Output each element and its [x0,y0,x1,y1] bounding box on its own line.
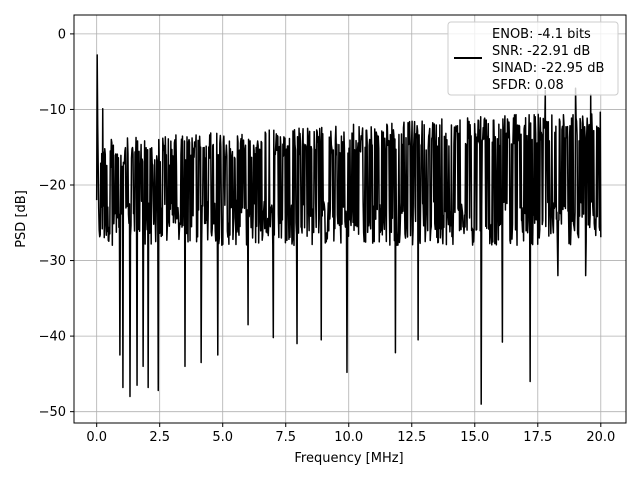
x-axis-ticks: 0.0 2.5 5.0 7.5 10.0 12.5 15.0 17.5 20.0 [86,423,615,445]
legend-sinad: SINAD: -22.95 dB [492,61,604,76]
psd-series-line [95,54,602,405]
y-tick-label: −10 [39,103,66,118]
legend-box [447,21,619,96]
legend-enob: ENOB: -4.1 bits [492,27,591,42]
y-tick-label: −20 [39,179,66,194]
y-tick-label: 0 [58,27,66,42]
legend-snr: SNR: -22.91 dB [492,44,590,59]
x-tick-label: 15.0 [460,430,489,445]
x-tick-label: 12.5 [397,430,426,445]
x-tick-label: 0.0 [86,430,107,445]
x-tick-label: 17.5 [523,430,552,445]
x-tick-label: 7.5 [275,430,296,445]
x-axis-label: Frequency [MHz] [294,451,403,466]
y-axis-ticks: 0 −10 −20 −30 −40 −50 [39,27,74,420]
psd-trace [95,54,602,405]
x-tick-label: 2.5 [149,430,170,445]
x-tick-label: 10.0 [334,430,363,445]
x-tick-label: 20.0 [586,430,615,445]
legend: ENOB: -4.1 bits SNR: -22.91 dB SINAD: -2… [447,21,619,96]
y-tick-label: −30 [39,254,66,269]
legend-sfdr: SFDR: 0.08 [492,78,564,93]
x-tick-label: 5.0 [212,430,233,445]
y-tick-label: −40 [39,330,66,345]
plot-frame [73,14,627,424]
y-tick-label: −50 [39,405,66,420]
y-axis-label: PSD [dB] [14,190,29,248]
